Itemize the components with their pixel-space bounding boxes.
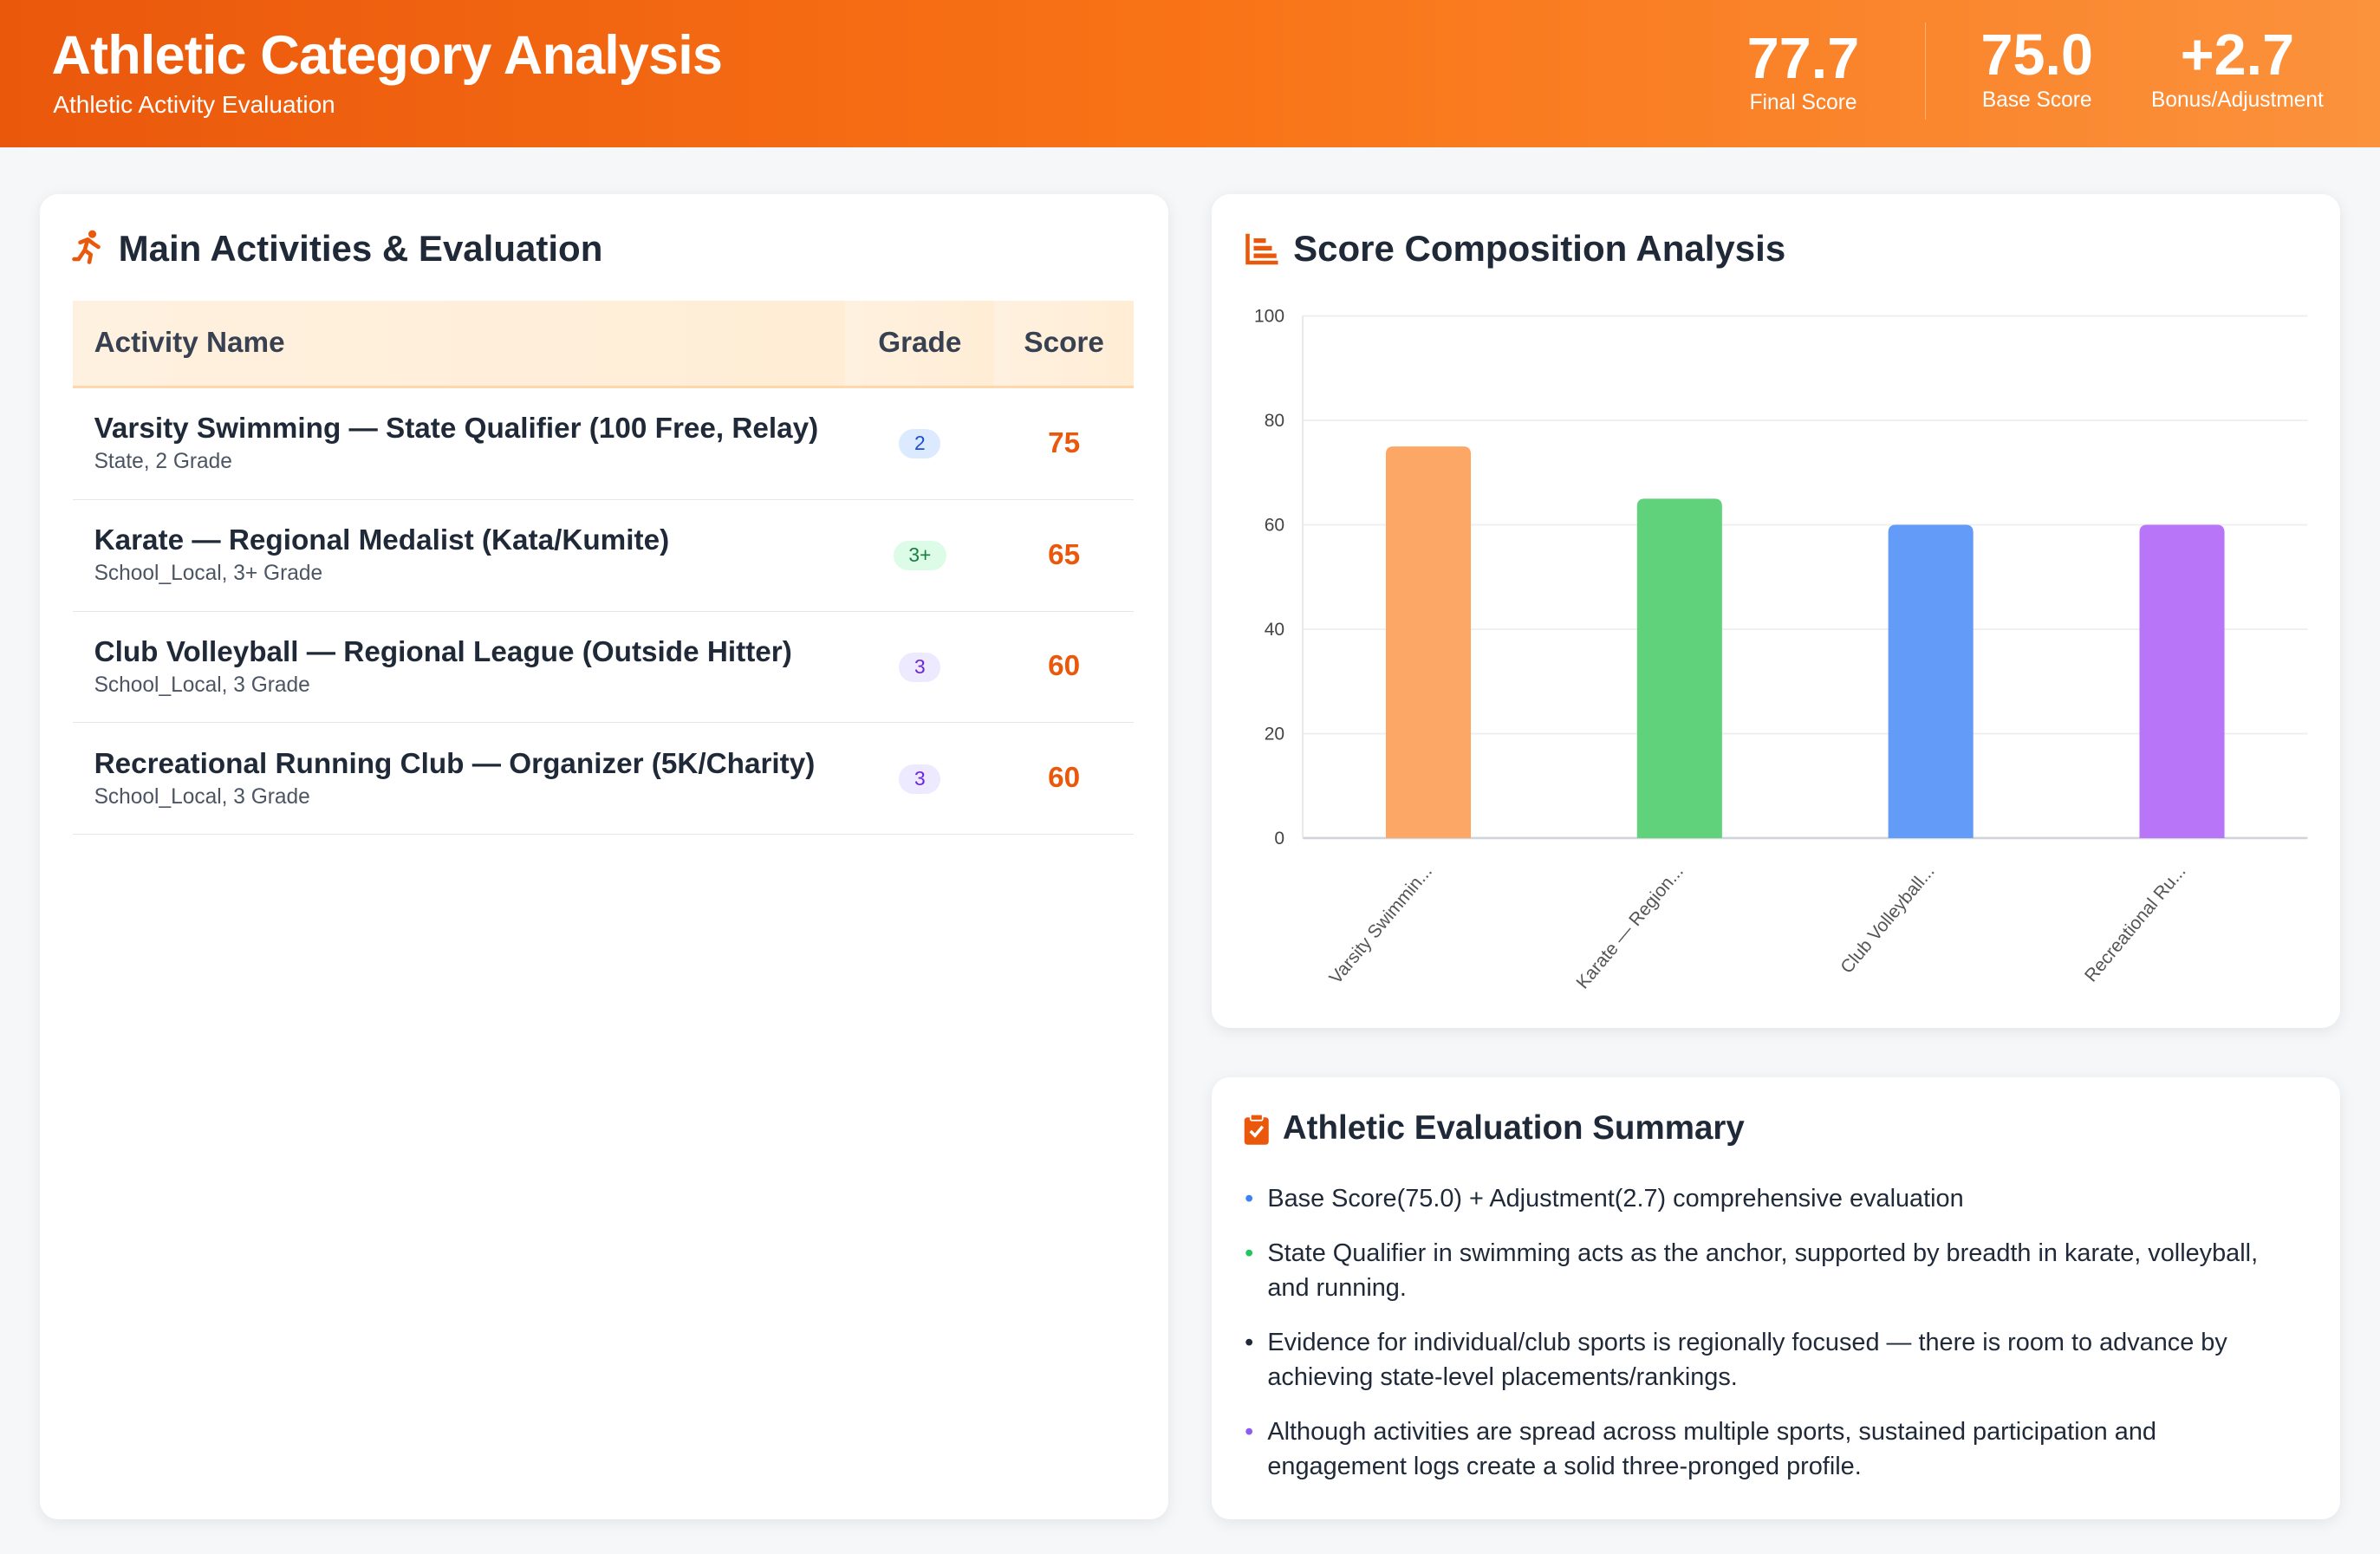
table-row: Varsity Swimming — State Qualifier (100 … bbox=[73, 387, 1135, 500]
summary-item: • Evidence for individual/club sports is … bbox=[1245, 1325, 2292, 1395]
table-row: Club Volleyball — Regional League (Outsi… bbox=[73, 611, 1135, 724]
summary-item: • Base Score(75.0) + Adjustment(2.7) comp… bbox=[1245, 1181, 2292, 1216]
bar-chart-icon bbox=[1245, 233, 1278, 265]
bullet-icon: • bbox=[1245, 1328, 1254, 1356]
stat-value: +2.7 bbox=[2180, 23, 2295, 88]
bullet-icon: • bbox=[1245, 1239, 1254, 1267]
x-tick-label: Recreational Ru... bbox=[2080, 862, 2189, 986]
activities-table: Activity Name Grade Score Varsity Swimmi… bbox=[73, 300, 1135, 836]
grade-cell: 2 bbox=[845, 387, 995, 500]
bar bbox=[2139, 524, 2225, 838]
base-score-stat: 75.0 Base Score bbox=[1967, 23, 2107, 113]
activity-cell: Club Volleyball — Regional League (Outsi… bbox=[73, 611, 846, 724]
bullet-icon: • bbox=[1245, 1418, 1254, 1447]
summary-text: State Qualifier in swimming acts as the … bbox=[1267, 1239, 2259, 1302]
stat-value: 75.0 bbox=[1980, 23, 2093, 88]
score-cell: 60 bbox=[994, 722, 1135, 836]
y-tick-label: 40 bbox=[1264, 620, 1284, 640]
col-activity-name: Activity Name bbox=[73, 300, 846, 388]
x-tick-label: Varsity Swimmin... bbox=[1325, 862, 1436, 988]
summary-text: Although activities are spread across mu… bbox=[1267, 1418, 2156, 1481]
score-cell: 75 bbox=[994, 387, 1135, 500]
score-cell: 60 bbox=[994, 611, 1135, 724]
table-row: Karate — Regional Medalist (Kata/Kumite)… bbox=[73, 499, 1135, 612]
page-subtitle: Athletic Activity Evaluation bbox=[53, 91, 335, 119]
activity-name: Karate — Regional Medalist (Kata/Kumite) bbox=[94, 523, 670, 556]
stat-divider bbox=[1924, 23, 1927, 120]
activity-name: Varsity Swimming — State Qualifier (100 … bbox=[94, 413, 819, 445]
stat-label: Final Score bbox=[1749, 91, 1857, 115]
grade-cell: 3 bbox=[845, 611, 995, 724]
score-bar-chart: 0 20 40 60 80 100 Varsity Swimmin... Karate — R… bbox=[1254, 306, 2307, 993]
summary-text: Base Score(75.0) + Adjustment(2.7) compr… bbox=[1267, 1184, 1964, 1213]
grade-cell: 3+ bbox=[845, 499, 995, 612]
page-header: Athletic Category Analysis Athletic Acti… bbox=[0, 0, 2380, 147]
summary-title: Athletic Evaluation Summary bbox=[1282, 1109, 1745, 1148]
page-title: Athletic Category Analysis bbox=[51, 25, 723, 87]
activity-cell: Recreational Running Club — Organizer (5… bbox=[73, 722, 846, 836]
stat-label: Bonus/Adjustment bbox=[2150, 88, 2324, 112]
summary-item: • Although activities are spread across m… bbox=[1245, 1414, 2292, 1485]
activity-name: Club Volleyball — Regional League (Outsi… bbox=[94, 635, 792, 668]
grade-badge: 2 bbox=[899, 428, 941, 458]
score-cell: 65 bbox=[994, 499, 1135, 612]
grade-badge: 3 bbox=[899, 652, 941, 682]
summary-text: Evidence for individual/club sports is r… bbox=[1267, 1328, 2227, 1392]
final-score-stat: 77.7 Final Score bbox=[1730, 26, 1876, 116]
activity-detail: School_Local, 3 Grade bbox=[94, 784, 310, 809]
summary-item: • State Qualifier in swimming acts as the… bbox=[1245, 1236, 2292, 1306]
running-icon bbox=[72, 231, 101, 265]
summary-card bbox=[1211, 1077, 2341, 1520]
grade-badge: 3+ bbox=[893, 540, 946, 570]
activity-cell: Karate — Regional Medalist (Kata/Kumite)… bbox=[73, 499, 846, 612]
y-tick-label: 20 bbox=[1264, 724, 1284, 744]
grade-badge: 3 bbox=[899, 764, 941, 794]
bonus-stat: +2.7 Bonus/Adjustment bbox=[2140, 23, 2334, 113]
grade-cell: 3 bbox=[845, 722, 995, 836]
bar bbox=[1888, 524, 1974, 838]
bar bbox=[1636, 498, 1722, 838]
y-tick-label: 80 bbox=[1264, 411, 1284, 431]
clipboard-check-icon bbox=[1245, 1113, 1270, 1145]
activity-detail: State, 2 Grade bbox=[94, 450, 232, 474]
y-tick-label: 100 bbox=[1254, 306, 1284, 326]
activities-title: Main Activities & Evaluation bbox=[118, 227, 603, 269]
x-tick-label: Club Volleyball... bbox=[1837, 862, 1938, 978]
stat-value: 77.7 bbox=[1746, 26, 1860, 91]
activity-detail: School_Local, 3+ Grade bbox=[94, 562, 323, 586]
activity-detail: School_Local, 3 Grade bbox=[94, 673, 310, 698]
table-row: Recreational Running Club — Organizer (5… bbox=[73, 722, 1135, 836]
y-tick-label: 60 bbox=[1264, 515, 1284, 535]
chart-title: Score Composition Analysis bbox=[1293, 227, 1786, 269]
bullet-icon: • bbox=[1245, 1184, 1254, 1213]
col-grade: Grade bbox=[845, 300, 995, 388]
activity-cell: Varsity Swimming — State Qualifier (100 … bbox=[73, 387, 846, 500]
bar bbox=[1385, 445, 1471, 838]
summary-list: • Base Score(75.0) + Adjustment(2.7) comp… bbox=[1245, 1181, 2292, 1505]
col-score: Score bbox=[994, 300, 1135, 388]
activity-name: Recreational Running Club — Organizer (5… bbox=[94, 747, 816, 780]
x-tick-label: Karate — Region... bbox=[1572, 862, 1687, 993]
stat-label: Base Score bbox=[1981, 88, 2092, 112]
y-tick-label: 0 bbox=[1274, 829, 1284, 849]
